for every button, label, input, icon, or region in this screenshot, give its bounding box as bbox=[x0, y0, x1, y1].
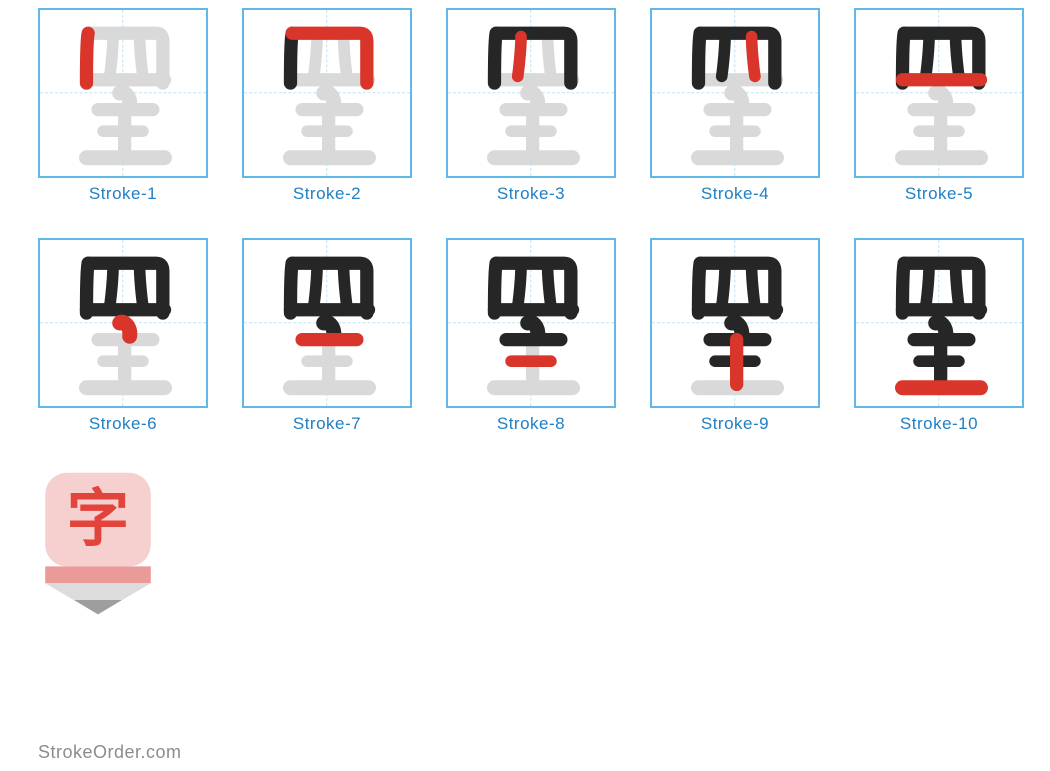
stroke-label: Stroke-8 bbox=[497, 414, 565, 434]
stroke-cell: Stroke-1 bbox=[38, 8, 208, 204]
glyph-svg bbox=[856, 240, 1022, 406]
stroke-cell: Stroke-10 bbox=[854, 238, 1024, 434]
svg-text:字: 字 bbox=[67, 485, 129, 554]
glyph-svg bbox=[40, 240, 206, 406]
stroke-box bbox=[38, 238, 208, 408]
stroke-cell: Stroke-5 bbox=[854, 8, 1024, 204]
stroke-box bbox=[446, 8, 616, 178]
stroke-label: Stroke-7 bbox=[293, 414, 361, 434]
stroke-cell: Stroke-8 bbox=[446, 238, 616, 434]
stroke-label: Stroke-10 bbox=[900, 414, 978, 434]
stroke-grid: Stroke-1 Stroke-2 Stroke-3 Stroke-4 Stroke-5… bbox=[38, 8, 1012, 618]
stroke-label: Stroke-4 bbox=[701, 184, 769, 204]
glyph-svg bbox=[448, 10, 614, 176]
stroke-label: Stroke-2 bbox=[293, 184, 361, 204]
stroke-cell: Stroke-6 bbox=[38, 238, 208, 434]
glyph-svg bbox=[40, 10, 206, 176]
stroke-box bbox=[242, 238, 412, 408]
logo-cell: 字 bbox=[38, 468, 208, 618]
stroke-box bbox=[38, 8, 208, 178]
stroke-box bbox=[854, 238, 1024, 408]
stroke-box bbox=[446, 238, 616, 408]
stroke-cell: Stroke-4 bbox=[650, 8, 820, 204]
stroke-label: Stroke-1 bbox=[89, 184, 157, 204]
stroke-label: Stroke-5 bbox=[905, 184, 973, 204]
stroke-cell: Stroke-3 bbox=[446, 8, 616, 204]
stroke-label: Stroke-6 bbox=[89, 414, 157, 434]
stroke-cell: Stroke-9 bbox=[650, 238, 820, 434]
brand-pencil-icon: 字 bbox=[38, 468, 158, 618]
stroke-box bbox=[242, 8, 412, 178]
glyph-svg bbox=[244, 240, 410, 406]
stroke-cell: Stroke-2 bbox=[242, 8, 412, 204]
stroke-box bbox=[854, 8, 1024, 178]
watermark-text: StrokeOrder.com bbox=[38, 742, 182, 763]
stroke-label: Stroke-3 bbox=[497, 184, 565, 204]
stroke-cell: Stroke-7 bbox=[242, 238, 412, 434]
stroke-box bbox=[650, 238, 820, 408]
glyph-svg bbox=[244, 10, 410, 176]
glyph-svg bbox=[652, 240, 818, 406]
glyph-svg bbox=[448, 240, 614, 406]
stroke-box bbox=[650, 8, 820, 178]
glyph-svg bbox=[856, 10, 1022, 176]
glyph-svg bbox=[652, 10, 818, 176]
stroke-label: Stroke-9 bbox=[701, 414, 769, 434]
